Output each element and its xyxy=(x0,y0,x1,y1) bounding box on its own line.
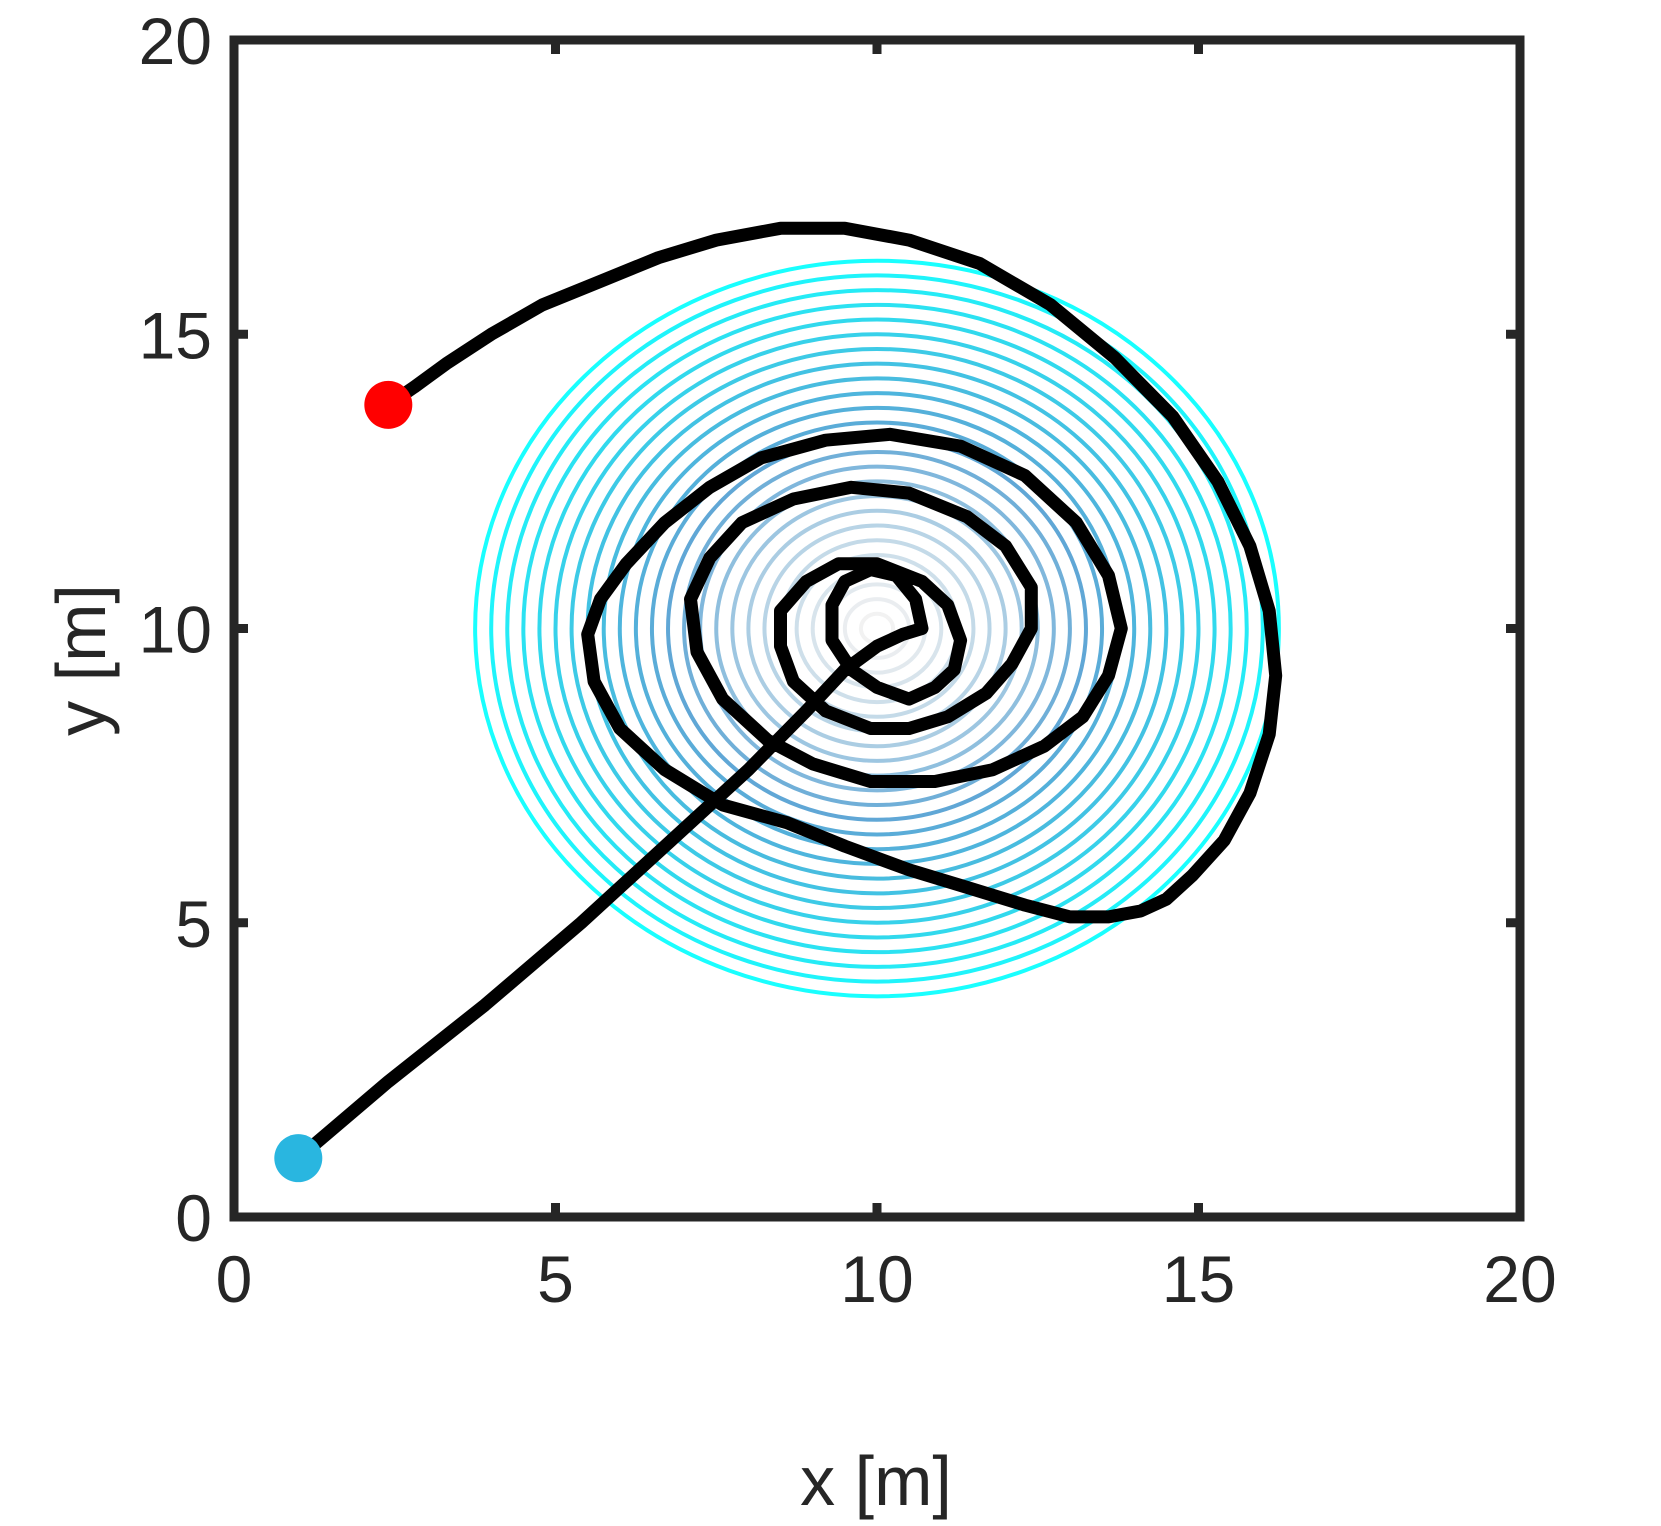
contour-ring xyxy=(569,346,1185,911)
contour-ring xyxy=(505,288,1249,969)
contour-ring xyxy=(521,302,1233,955)
trajectory-layer xyxy=(291,221,1283,1165)
y-tick-label: 15 xyxy=(139,298,212,372)
axes-frame xyxy=(229,35,1525,1222)
y-tick-label: 0 xyxy=(175,1181,212,1255)
x-tick-label: 15 xyxy=(1162,1242,1235,1316)
x-tick-label: 0 xyxy=(216,1242,253,1316)
contour-ring xyxy=(649,420,1105,837)
y-tick-label: 20 xyxy=(139,4,212,78)
contour-ring xyxy=(682,449,1072,808)
axes-box xyxy=(229,35,1525,1222)
start-marker xyxy=(274,1134,323,1183)
contour-ring xyxy=(553,332,1201,925)
y-tick-labels: 0 5 10 15 20 xyxy=(139,4,212,1255)
end-marker xyxy=(364,380,413,429)
y-tick-label: 10 xyxy=(139,593,212,667)
x-tick-labels: 0 5 10 15 20 xyxy=(216,1242,1557,1316)
contour-ring xyxy=(601,376,1153,881)
contour-ring xyxy=(489,273,1265,984)
x-tick-label: 10 xyxy=(840,1242,913,1316)
contour-ring xyxy=(537,317,1217,940)
contour-ring xyxy=(746,508,1008,749)
tick-marks xyxy=(229,35,1525,1222)
trajectory-line xyxy=(291,221,1283,1165)
contour-ring xyxy=(585,361,1169,896)
y-axis-label: y [m] xyxy=(42,584,120,736)
x-tick-label: 20 xyxy=(1483,1242,1556,1316)
markers xyxy=(274,380,413,1183)
x-tick-label: 5 xyxy=(537,1242,574,1316)
contour-ring xyxy=(473,258,1281,999)
x-axis-label: x [m] xyxy=(800,1442,952,1520)
y-tick-label: 5 xyxy=(175,887,212,961)
